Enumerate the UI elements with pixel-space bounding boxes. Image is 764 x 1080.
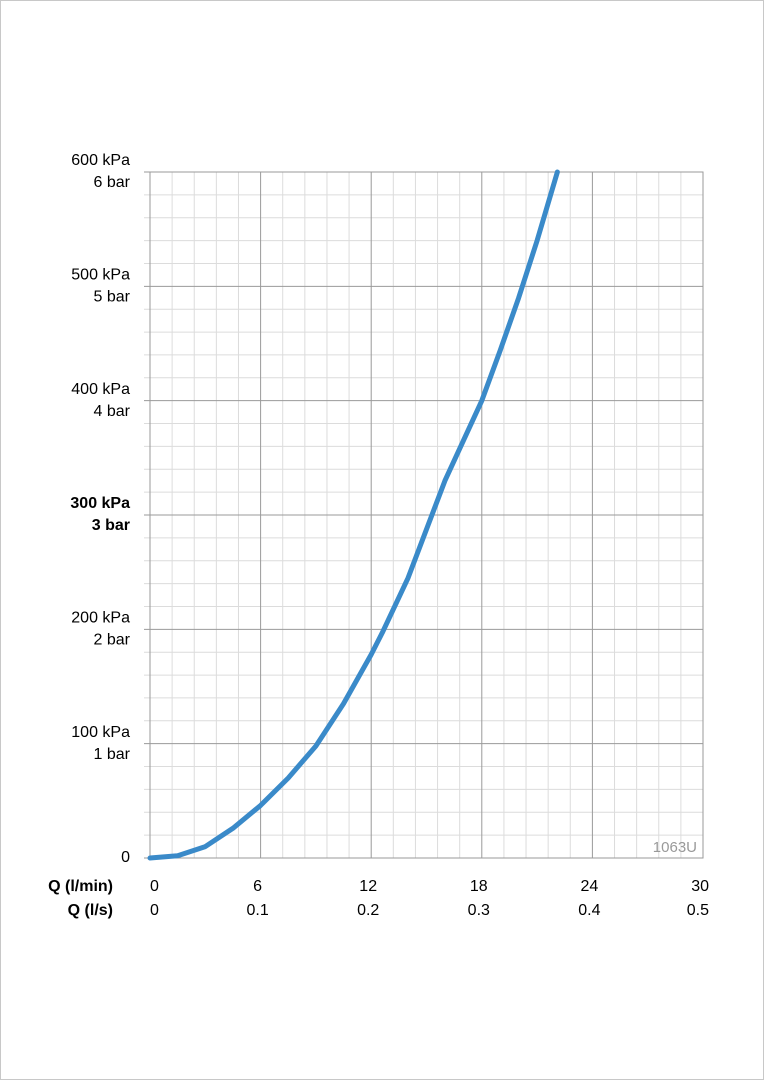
y2-tick-label: 4 bar bbox=[94, 403, 131, 420]
x-tick-label: 0 bbox=[150, 878, 159, 895]
y-tick-label: 500 kPa bbox=[71, 267, 130, 284]
x2-tick-label: 0.5 bbox=[687, 902, 709, 919]
y-tick-label: 600 kPa bbox=[71, 152, 130, 169]
x-tick-label: 12 bbox=[359, 878, 377, 895]
y2-tick-label: 1 bar bbox=[94, 746, 131, 763]
x-tick-label: 24 bbox=[581, 878, 599, 895]
x2-tick-label: 0.3 bbox=[468, 902, 490, 919]
y2-tick-label: 6 bar bbox=[94, 174, 131, 191]
x-tick-label: 18 bbox=[470, 878, 488, 895]
x2-tick-label: 0.2 bbox=[357, 902, 379, 919]
x2-tick-label: 0 bbox=[150, 902, 159, 919]
y-tick-label: 400 kPa bbox=[71, 381, 130, 398]
x-axis-label: Q (l/min) bbox=[48, 878, 113, 895]
curve bbox=[147, 169, 560, 861]
x2-tick-label: 0.1 bbox=[246, 902, 268, 919]
y2-tick-label: 3 bar bbox=[92, 517, 130, 534]
x2-tick-label: 0.4 bbox=[578, 902, 600, 919]
annotation: 1063U bbox=[653, 839, 697, 856]
x-tick-label: 30 bbox=[691, 878, 709, 895]
x-tick-label: 6 bbox=[253, 878, 262, 895]
y-tick-label: 0 bbox=[121, 849, 130, 866]
y2-tick-label: 5 bar bbox=[94, 289, 131, 306]
y2-tick-label: 2 bar bbox=[94, 632, 131, 649]
x2-axis-label: Q (l/s) bbox=[68, 902, 113, 919]
plot-frame bbox=[149, 171, 704, 859]
y-tick-label: 300 kPa bbox=[70, 495, 130, 512]
y-tick-label: 100 kPa bbox=[71, 724, 130, 741]
y-tick-label: 200 kPa bbox=[71, 610, 130, 627]
